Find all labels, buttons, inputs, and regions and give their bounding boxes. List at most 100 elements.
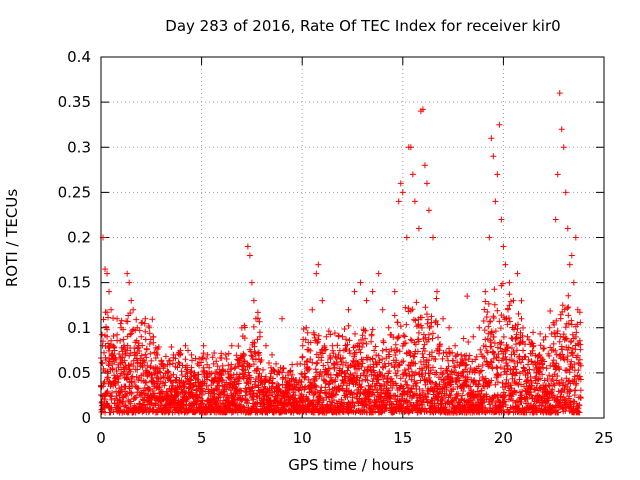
- roti-point: [433, 295, 440, 302]
- roti-point: [295, 379, 302, 386]
- roti-point: [425, 207, 432, 214]
- roti-point: [518, 297, 525, 304]
- roti-point: [379, 347, 386, 354]
- roti-point: [322, 384, 329, 391]
- roti-point: [146, 340, 153, 347]
- roti-point: [464, 293, 471, 300]
- roti-point: [192, 372, 199, 379]
- roti-point: [208, 382, 215, 389]
- roti-point: [142, 315, 149, 322]
- roti-point: [189, 357, 196, 364]
- roti-point: [126, 279, 133, 286]
- roti-point: [466, 352, 473, 359]
- roti-point: [418, 324, 425, 331]
- roti-point: [253, 399, 260, 406]
- roti-point: [127, 309, 134, 316]
- roti-point: [337, 382, 344, 389]
- roti-point: [313, 383, 320, 390]
- roti-point: [389, 384, 396, 391]
- roti-point: [562, 324, 569, 331]
- roti-point: [321, 342, 328, 349]
- roti-point: [275, 402, 282, 409]
- roti-point: [369, 326, 376, 333]
- roti-point: [402, 340, 409, 347]
- roti-point: [194, 376, 201, 383]
- roti-point: [124, 270, 131, 277]
- roti-point: [108, 396, 115, 403]
- roti-point: [254, 409, 261, 416]
- roti-point: [269, 379, 276, 386]
- roti-point: [352, 370, 359, 377]
- roti-point: [558, 126, 565, 133]
- roti-point: [203, 355, 210, 362]
- roti-point: [394, 319, 401, 326]
- roti-point: [289, 371, 296, 378]
- roti-point: [307, 339, 314, 346]
- roti-point: [359, 377, 366, 384]
- x-tick-label: 5: [197, 429, 207, 447]
- roti-point: [198, 400, 205, 407]
- roti-point: [556, 90, 563, 97]
- roti-point: [314, 339, 321, 346]
- roti-point: [416, 385, 423, 392]
- roti-point: [266, 360, 273, 367]
- roti-point: [199, 385, 206, 392]
- roti-point: [492, 198, 499, 205]
- roti-point: [143, 346, 150, 353]
- roti-point: [415, 225, 422, 232]
- roti-point: [144, 404, 151, 411]
- roti-point: [146, 330, 153, 337]
- roti-point: [127, 350, 134, 357]
- roti-point: [228, 342, 235, 349]
- roti-point: [330, 350, 337, 357]
- roti-point: [345, 306, 352, 313]
- roti-point: [379, 363, 386, 370]
- roti-point: [565, 292, 572, 299]
- roti-point: [386, 353, 393, 360]
- roti-point: [299, 354, 306, 361]
- roti-point: [522, 353, 529, 360]
- roti-point: [250, 323, 257, 330]
- roti-point: [101, 349, 108, 356]
- roti-point: [497, 325, 504, 332]
- roti-point: [245, 369, 252, 376]
- roti-point: [486, 318, 493, 325]
- roti-point: [426, 370, 433, 377]
- roti-point: [512, 341, 519, 348]
- roti-point: [99, 360, 106, 367]
- roti-point: [520, 347, 527, 354]
- roti-point: [324, 359, 331, 366]
- roti-point: [494, 365, 501, 372]
- roti-point: [178, 372, 185, 379]
- roti-point: [401, 390, 408, 397]
- roti-point: [228, 374, 235, 381]
- roti-point: [152, 355, 159, 362]
- roti-point: [412, 341, 419, 348]
- roti-point: [269, 380, 276, 387]
- roti-point: [329, 392, 336, 399]
- roti-point: [560, 144, 567, 151]
- plot-frame: [100, 56, 605, 419]
- roti-point: [127, 331, 134, 338]
- roti-point: [313, 270, 320, 277]
- roti-point: [367, 366, 374, 373]
- roti-point: [227, 381, 234, 388]
- roti-point: [318, 357, 325, 364]
- roti-point: [106, 355, 113, 362]
- roti-point: [491, 286, 498, 293]
- roti-point: [413, 379, 420, 386]
- roti-point: [356, 395, 363, 402]
- roti-point: [248, 352, 255, 359]
- roti-point: [123, 375, 130, 382]
- roti-point: [385, 387, 392, 394]
- roti-point: [250, 297, 257, 304]
- roti-point: [120, 398, 127, 405]
- roti-point: [570, 279, 577, 286]
- roti-point: [434, 288, 441, 295]
- roti-point: [253, 392, 260, 399]
- roti-point: [317, 368, 324, 375]
- roti-point: [199, 354, 206, 361]
- roti-point: [267, 373, 274, 380]
- roti-point: [117, 337, 124, 344]
- roti-point: [174, 364, 181, 371]
